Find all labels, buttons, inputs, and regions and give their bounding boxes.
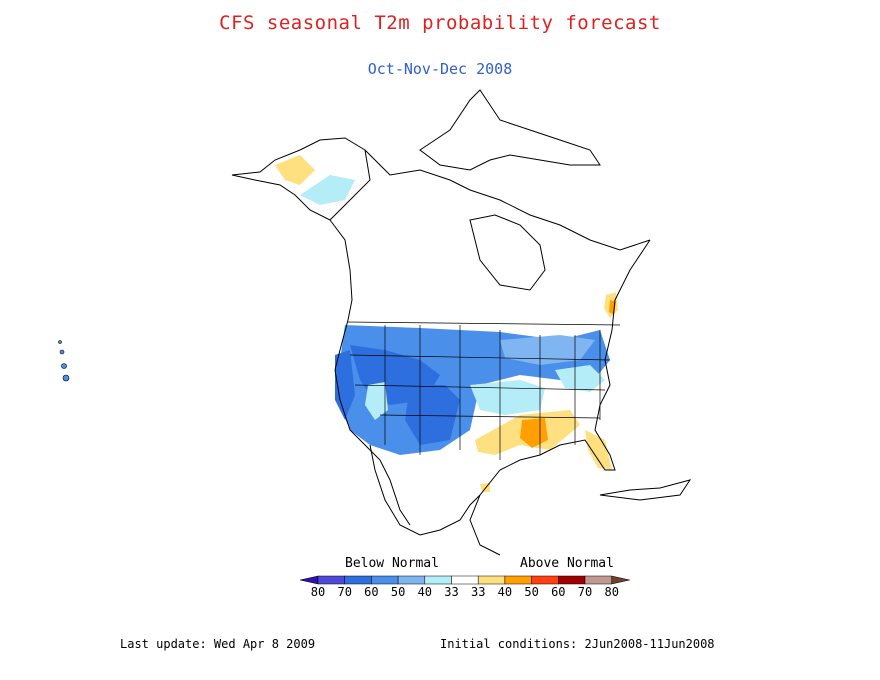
colorbar-bin <box>477 575 506 585</box>
map-title: CFS seasonal T2m probability forecast <box>219 12 661 34</box>
coastline-outlines <box>231 89 692 556</box>
colorbar-right-arrow <box>611 575 630 585</box>
hawaii-islands <box>58 340 70 382</box>
north-america-west-coast <box>329 219 411 526</box>
initial-conditions-text: Initial conditions: 2Jun2008-11Jun2008 <box>440 637 715 651</box>
colorbar-tick-label: 60 <box>364 585 378 599</box>
colorbar-tick-label: 33 <box>444 585 458 599</box>
colorbar-left-arrow <box>299 575 319 585</box>
map-subtitle: Oct-Nov-Dec 2008 <box>367 60 513 78</box>
colorbar-bin <box>371 575 399 585</box>
north-america-east-coast <box>469 239 651 556</box>
colorbar-bin <box>344 575 372 585</box>
colorbar-bin <box>531 575 559 585</box>
caribbean-islands <box>599 479 692 501</box>
canada-arctic-coast <box>364 149 651 251</box>
colorbar-tick-label: 80 <box>311 585 325 599</box>
colorbar-tick-label: 40 <box>498 585 512 599</box>
colorbar-bin <box>584 575 612 585</box>
mexico-outline <box>369 444 481 536</box>
colorbar-bin <box>451 575 479 585</box>
colorbar-tick-label: 40 <box>418 585 432 599</box>
colorbar-tick-label: 33 <box>471 585 485 599</box>
colorbar-tick-label: 50 <box>524 585 538 599</box>
colorbar-tick-label: 80 <box>604 585 618 599</box>
alaska-anomaly-shading <box>275 155 355 205</box>
conus-below-normal-shading <box>335 325 610 455</box>
colorbar-tick-label: 50 <box>391 585 405 599</box>
legend-colorbar: 80 70 60 50 40 33 33 40 50 60 70 80 <box>299 575 630 599</box>
conus-above-normal-shading <box>475 292 618 492</box>
hudson-bay <box>469 214 546 291</box>
state-boundaries <box>347 321 621 460</box>
last-update-text: Last update: Wed Apr 8 2009 <box>120 637 316 651</box>
colorbar-bin <box>317 575 345 585</box>
colorbar-tick-label: 60 <box>551 585 565 599</box>
alaska-outline <box>231 137 371 221</box>
colorbar-bin <box>397 575 426 585</box>
colorbar-bin <box>424 575 452 585</box>
colorbar-bin <box>504 575 532 585</box>
legend-above-label: Above Normal <box>520 556 614 571</box>
colorbar-bin <box>558 575 586 585</box>
colorbar-tick-label: 70 <box>337 585 351 599</box>
arctic-islands <box>419 89 601 171</box>
colorbar-tick-label: 70 <box>578 585 592 599</box>
legend-below-label: Below Normal <box>345 556 439 571</box>
